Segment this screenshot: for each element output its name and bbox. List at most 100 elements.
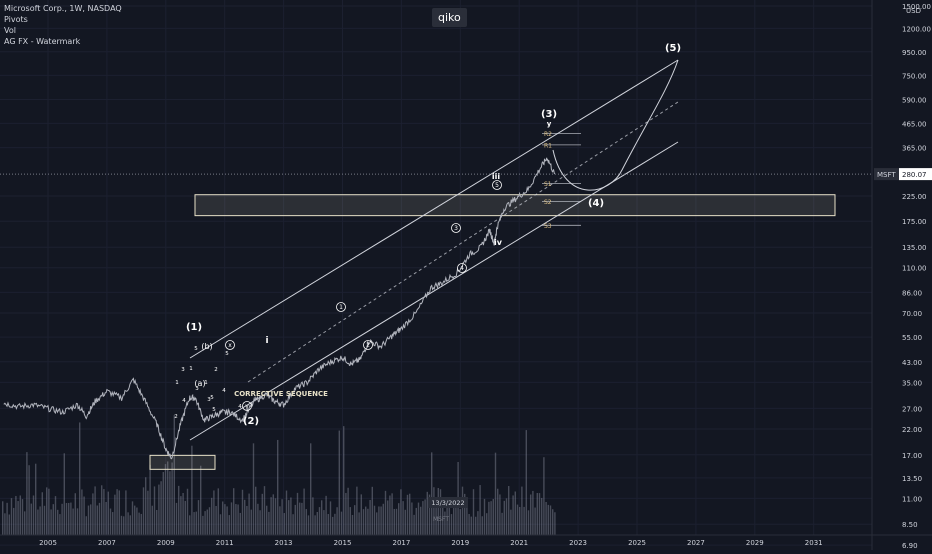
volume-bar: [76, 508, 79, 535]
chart-grid: [0, 0, 872, 546]
volume-bar: [149, 464, 151, 535]
volume-bar: [516, 504, 519, 535]
date-badge: 13/3/2022: [431, 499, 464, 507]
pivot-label-s3: S3: [544, 223, 552, 230]
bottom-zone[interactable]: [149, 454, 216, 470]
price-tick-label: 225.00: [902, 193, 927, 201]
wave-circle: [451, 223, 461, 233]
volume-bar: [217, 488, 219, 535]
volume-bar: [224, 504, 226, 535]
volume-bar: [250, 509, 252, 535]
volume-bar: [151, 505, 153, 535]
date-badge-box: [428, 497, 468, 508]
volume-bar: [103, 489, 105, 535]
volume-bar: [171, 462, 173, 535]
volume-bar: [365, 506, 367, 535]
channel-mid-line: [247, 101, 679, 383]
volume-bar: [268, 511, 270, 535]
volume-bar: [387, 500, 389, 535]
circled-wave-label: y: [245, 403, 249, 410]
indicator-watermark[interactable]: AG FX - Watermark: [4, 37, 81, 46]
volume-bar: [208, 507, 211, 535]
zones: [149, 194, 836, 470]
channel-lower-line[interactable]: [189, 141, 679, 441]
volume-bar: [32, 495, 35, 535]
price-tick-label: 6.90: [902, 542, 918, 550]
volume-bar: [514, 491, 516, 535]
wave-count: 2: [214, 367, 218, 373]
volume-bar: [142, 487, 145, 535]
volume-bar: [450, 514, 453, 535]
volume-bar: [98, 502, 101, 535]
volume-bar: [519, 507, 521, 535]
volume-bar: [415, 507, 417, 535]
volume-bar: [277, 439, 279, 535]
wave-circle: [242, 401, 252, 411]
circled-wave-label: 1: [339, 304, 343, 311]
volume-bar: [323, 510, 325, 535]
volume-bar: [446, 498, 448, 535]
volume-bar: [490, 501, 492, 535]
volume-bar: [193, 512, 195, 535]
volume-bar: [486, 513, 488, 535]
volume-bar: [428, 494, 431, 535]
symbol-title[interactable]: Microsoft Corp., 1W, NASDAQ: [4, 4, 122, 13]
volume-bar: [340, 511, 343, 535]
wave-count: 5: [210, 395, 214, 401]
volume-bar: [147, 490, 149, 535]
volume-bar: [325, 495, 327, 535]
volume-bar: [303, 488, 305, 535]
price-line[interactable]: [3, 157, 555, 460]
volume-bar: [384, 490, 387, 535]
circled-wave-label: x: [228, 342, 232, 349]
wave-label: (a): [194, 379, 205, 388]
volume-bar: [362, 509, 365, 535]
volume-bar: [442, 504, 444, 535]
volume-bar: [373, 505, 376, 535]
wave-label: iv: [494, 238, 503, 247]
volume-bar: [321, 500, 323, 535]
time-tick-label: 2023: [569, 539, 587, 547]
volume-bar: [420, 506, 422, 535]
volume-bar: [39, 506, 41, 535]
volume-bar: [437, 488, 439, 535]
volume-bar: [6, 502, 8, 535]
volume-bar: [259, 510, 261, 535]
volume-bar: [112, 512, 114, 535]
price-tick-label: 13.50: [902, 475, 922, 483]
channel-upper-line[interactable]: [189, 59, 679, 359]
indicator-vol[interactable]: Vol: [4, 26, 16, 35]
volume-bar: [145, 477, 147, 535]
volume-bar: [219, 514, 222, 535]
price-tick-label: 22.00: [902, 426, 922, 434]
volume-bar: [15, 495, 17, 535]
volume-bar: [200, 465, 202, 535]
volume-bar: [369, 499, 371, 535]
volume-bar: [305, 509, 307, 535]
indicator-pivots[interactable]: Pivots: [4, 15, 28, 24]
volume-bar: [87, 505, 90, 535]
volume-bar: [409, 493, 411, 535]
volume-bar: [233, 488, 235, 535]
price-tick-label: 750.00: [902, 72, 927, 80]
volume-bar: [252, 443, 255, 535]
volume-bar: [105, 501, 107, 535]
volume-bar: [492, 498, 494, 535]
volume-bar: [222, 501, 224, 535]
volume-bar: [552, 509, 554, 535]
wave-count: 3: [207, 397, 211, 403]
watermark-badge: qiko: [432, 8, 467, 27]
volume-bar: [389, 495, 391, 535]
volume-bar: [332, 516, 334, 535]
volume-bar: [472, 489, 475, 535]
volume-bar: [351, 514, 354, 535]
volume-bar: [448, 505, 450, 535]
volume-bar: [459, 509, 461, 535]
support-zone[interactable]: [194, 194, 836, 217]
volume-bar: [525, 430, 527, 535]
volume-bar: [470, 516, 472, 535]
volume-bar: [21, 499, 24, 535]
wave-label: iii: [492, 172, 500, 181]
volume-bar: [466, 504, 468, 535]
